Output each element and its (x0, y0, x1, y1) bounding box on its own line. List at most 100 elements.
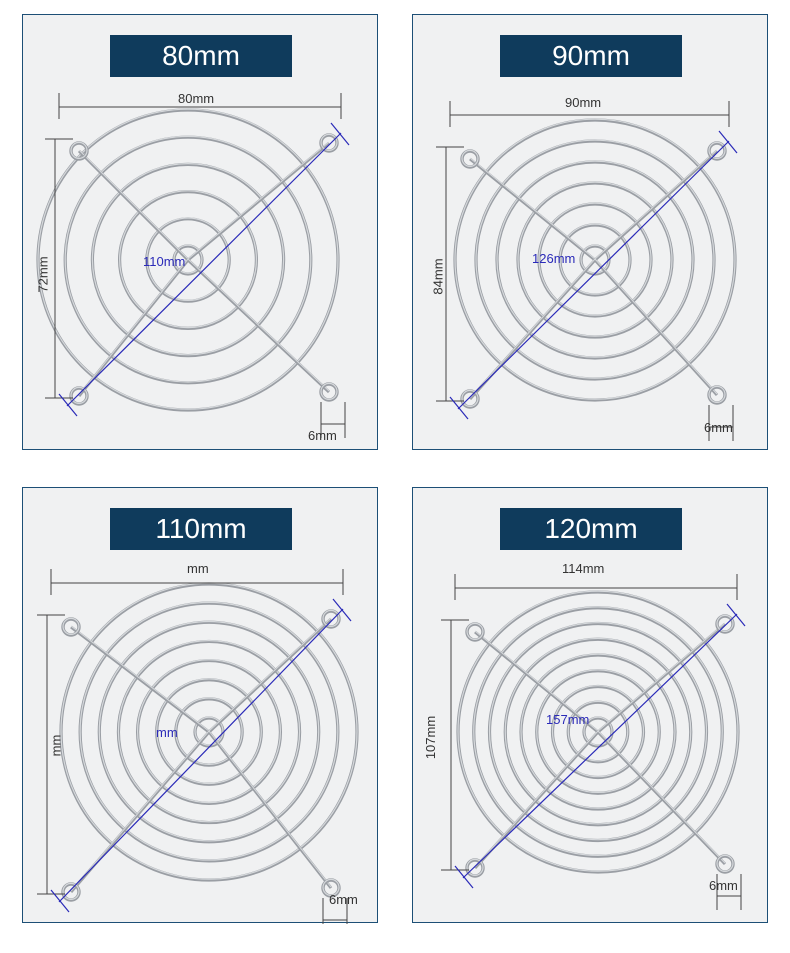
mounting-loop-highlight (320, 382, 338, 400)
grill-spoke (597, 622, 726, 734)
grill-ring-highlight (457, 590, 739, 872)
grill-spoke (596, 730, 727, 866)
grill-spoke-highlight (474, 730, 599, 868)
mounting-loop-highlight (716, 614, 734, 632)
mounting-loop-highlight (708, 141, 726, 159)
panel-title: 110mm (110, 508, 292, 550)
grill-spoke (187, 141, 330, 262)
grill-ring-highlight (175, 697, 243, 765)
panel-title: 120mm (500, 508, 682, 550)
grill-spoke (473, 730, 600, 870)
grill-spoke (77, 259, 190, 397)
grill-ring-highlight (567, 700, 629, 762)
grill-spoke-highlight (474, 630, 599, 732)
grill-ring-highlight (173, 244, 203, 274)
grill-spoke-highlight (70, 730, 210, 892)
grill-spoke (594, 149, 718, 262)
grill-ring-highlight (475, 139, 715, 379)
diagonal-tick-top (330, 122, 350, 146)
grill-ring-highlight (559, 223, 631, 295)
grill-ring-highlight (454, 118, 736, 400)
mounting-loop-highlight (70, 386, 88, 404)
grill-ring-highlight (156, 678, 262, 785)
grill-spoke (474, 630, 599, 734)
mounting-loop-highlight (461, 389, 479, 407)
width-dimension-label: 80mm (178, 91, 215, 106)
grill-spoke-highlight (597, 622, 726, 732)
hole-dimension-label: 6mm (308, 428, 337, 443)
grill-ring-highlight (64, 135, 312, 383)
grill-spoke (469, 157, 596, 262)
diagonal-dimension-label: 157mm (546, 712, 590, 727)
height-dimension-label: 107mm (423, 715, 439, 760)
grill-ring-highlight (496, 160, 694, 358)
width-dimension-label: 90mm (565, 95, 602, 110)
grill-spoke-highlight (187, 141, 330, 260)
grill-spoke-highlight (208, 730, 332, 888)
grill-ring-highlight (488, 622, 708, 841)
grill-ring-highlight (520, 653, 676, 809)
grill-ring-highlight (79, 601, 339, 861)
height-dimension-label: 72mm (35, 256, 51, 293)
width-dimension-label: mm (187, 561, 209, 576)
fan-grill-90mm (436, 101, 738, 441)
fan-grill-80mm (36, 93, 350, 438)
height-dimension-label: 84mm (430, 258, 446, 295)
grill-ring-highlight (536, 669, 660, 794)
mounting-loop-highlight (466, 622, 484, 640)
diagonal-dimension-label: 126mm (532, 251, 576, 266)
grill-spoke-highlight (597, 730, 726, 864)
diagonal-dimension-line (457, 140, 730, 410)
panel-90mm: 90mm 90mm 84mm 126mm 6mm (412, 14, 768, 450)
mounting-loop-highlight (708, 385, 726, 403)
grill-ring-highlight (98, 620, 320, 842)
mounting-loop-highlight (320, 133, 338, 152)
panel-110mm: 110mm mm mm mm 6mm (22, 487, 378, 924)
diagonal-dimension-label: 110mm (143, 254, 186, 269)
grill-ring-highlight (118, 190, 258, 329)
grill-spoke (77, 149, 190, 262)
hole-dimension-label: 6mm (709, 878, 738, 893)
diagonal-tick-bottom (58, 393, 78, 417)
diagonal-dimension-line (58, 608, 344, 903)
grill-ring-highlight (91, 163, 285, 356)
grill-ring-highlight (538, 202, 652, 316)
fan-grill-120mm (441, 574, 746, 910)
mounting-loop-highlight (62, 882, 80, 900)
grill-spoke-highlight (469, 157, 596, 260)
grill-spoke (207, 617, 333, 734)
grill-spoke-highlight (187, 258, 330, 392)
grill-spoke (593, 258, 719, 397)
fan-grill-110mm (37, 569, 359, 924)
mounting-loop-highlight (70, 141, 88, 159)
mounting-loop-highlight (322, 609, 340, 627)
diagonal-dimension-line (462, 613, 738, 879)
hole-dimension-label: 6mm (329, 892, 358, 907)
mounting-loop-highlight (466, 858, 484, 876)
grill-ring-highlight (473, 606, 723, 857)
grill-ring-highlight (194, 716, 224, 746)
mounting-loop-highlight (716, 854, 734, 872)
mounting-loop-highlight (322, 878, 340, 896)
grill-spoke (186, 258, 331, 394)
grill-spoke-highlight (594, 258, 718, 395)
diagonal-tick-top (332, 598, 352, 622)
diagonal-dimension-label: mm (156, 725, 178, 740)
diagonal-tick-top (718, 130, 738, 154)
grill-spoke-highlight (594, 149, 718, 260)
grill-spoke (70, 625, 210, 734)
grill-spoke-highlight (469, 258, 596, 399)
diagonal-tick-bottom (454, 865, 474, 889)
grill-ring-highlight (136, 659, 282, 804)
width-dimension-label: 114mm (562, 561, 605, 576)
diagonal-tick-bottom (50, 889, 70, 913)
panel-80mm: 80mm 80mm 72mm 110mm 6mm (22, 14, 378, 450)
grill-spoke-highlight (208, 617, 332, 732)
grill-spoke-highlight (70, 625, 210, 732)
panel-title: 90mm (500, 35, 682, 77)
grill-spoke-highlight (78, 149, 189, 260)
diagonal-tick-top (726, 603, 746, 627)
diagonal-tick-bottom (449, 396, 469, 420)
grill-ring-highlight (517, 181, 673, 337)
grill-ring-highlight (37, 108, 339, 410)
